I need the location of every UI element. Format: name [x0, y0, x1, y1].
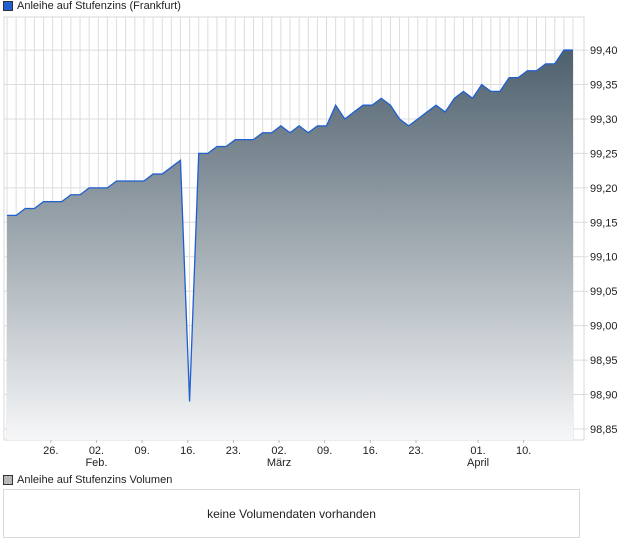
volume-legend-label: Anleihe auf Stufenzins Volumen	[17, 474, 173, 486]
y-tick-label: 99,05	[590, 286, 618, 298]
x-tick-label: 10.	[516, 445, 531, 457]
x-tick-label: 16.	[180, 445, 195, 457]
x-tick-label: 01.	[470, 445, 485, 457]
y-tick-label: 98,95	[590, 355, 618, 367]
legend-label: Anleihe auf Stufenzins (Frankfurt)	[17, 0, 181, 12]
price-area	[7, 50, 573, 440]
volume-legend: Anleihe auf Stufenzins Volumen	[3, 474, 172, 486]
y-tick-label: 99,25	[590, 148, 618, 160]
y-tick-label: 99,00	[590, 321, 618, 333]
x-month-label: Feb.	[85, 457, 107, 469]
y-tick-label: 99,10	[590, 252, 618, 264]
no-volume-message: keine Volumendaten vorhanden	[207, 506, 376, 521]
y-tick-label: 98,90	[590, 390, 618, 402]
y-tick-label: 99,40	[590, 45, 618, 57]
x-month-label: März	[267, 457, 291, 469]
x-tick-label: 02.	[89, 445, 104, 457]
legend-swatch-price	[3, 1, 13, 11]
x-tick-label: 09.	[134, 445, 149, 457]
x-tick-label: 09.	[317, 445, 332, 457]
y-tick-label: 99,30	[590, 114, 618, 126]
price-line	[7, 49, 573, 402]
y-tick-label: 99,35	[590, 80, 618, 92]
y-tick-label: 99,15	[590, 217, 618, 229]
price-chart: 99,40 99,35 99,30 99,25 99,20 99,15 99,10 99,05…	[3, 16, 618, 469]
x-tick-label: 16.	[363, 445, 378, 457]
x-month-label: April	[467, 457, 489, 469]
x-tick-label: 23.	[408, 445, 423, 457]
y-tick-label: 98,85	[590, 424, 618, 436]
x-tick-label: 23.	[226, 445, 241, 457]
y-tick-label: 99,20	[590, 183, 618, 195]
legend-swatch-volume	[3, 475, 13, 485]
x-tick-label: 26.	[43, 445, 58, 457]
x-tick-label: 02.	[271, 445, 286, 457]
price-legend: Anleihe auf Stufenzins (Frankfurt)	[3, 0, 181, 12]
volume-panel: keine Volumendaten vorhanden	[3, 489, 580, 538]
